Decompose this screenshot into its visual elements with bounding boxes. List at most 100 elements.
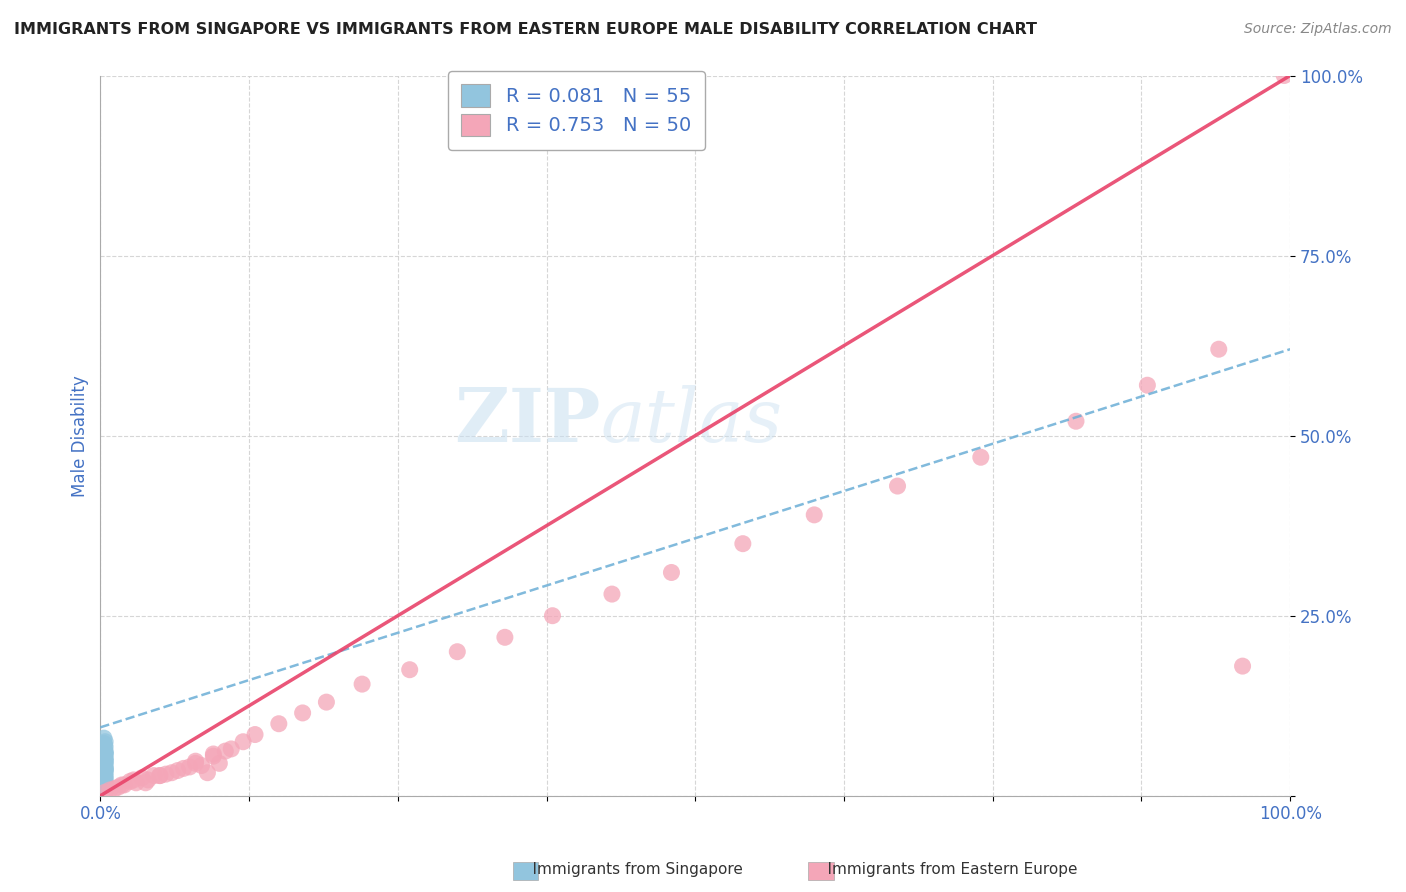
Point bbox=[93, 739, 115, 754]
Point bbox=[731, 537, 754, 551]
Point bbox=[107, 780, 129, 794]
Point bbox=[94, 754, 117, 768]
Point bbox=[125, 776, 148, 790]
Point bbox=[93, 749, 115, 764]
Point bbox=[93, 749, 115, 764]
Point bbox=[93, 778, 115, 792]
Point bbox=[104, 781, 127, 796]
Point bbox=[1136, 378, 1159, 392]
Point bbox=[173, 761, 195, 775]
Point bbox=[190, 758, 212, 772]
Point bbox=[93, 742, 115, 756]
Text: IMMIGRANTS FROM SINGAPORE VS IMMIGRANTS FROM EASTERN EUROPE MALE DISABILITY CORR: IMMIGRANTS FROM SINGAPORE VS IMMIGRANTS … bbox=[14, 22, 1038, 37]
Point bbox=[93, 742, 115, 756]
Point bbox=[93, 771, 115, 785]
Point bbox=[93, 768, 115, 782]
Legend: R = 0.081   N = 55, R = 0.753   N = 50: R = 0.081 N = 55, R = 0.753 N = 50 bbox=[447, 70, 704, 150]
Point bbox=[184, 756, 207, 771]
Point bbox=[94, 761, 117, 775]
Point bbox=[93, 764, 115, 778]
Point bbox=[93, 749, 115, 764]
Point bbox=[122, 772, 145, 787]
Point bbox=[93, 758, 115, 772]
Point bbox=[93, 753, 115, 767]
Point bbox=[120, 774, 142, 789]
Point bbox=[93, 731, 115, 746]
Point bbox=[886, 479, 908, 493]
Point bbox=[93, 754, 115, 768]
Point bbox=[600, 587, 623, 601]
Point bbox=[1272, 69, 1295, 83]
Point bbox=[93, 761, 115, 775]
Point bbox=[94, 758, 117, 772]
Text: atlas: atlas bbox=[600, 385, 782, 458]
Point bbox=[661, 566, 683, 580]
Point bbox=[94, 768, 117, 782]
Point bbox=[94, 772, 117, 787]
Point bbox=[94, 747, 117, 761]
Point bbox=[93, 749, 115, 764]
Point bbox=[93, 772, 115, 787]
Point bbox=[970, 450, 993, 465]
Point bbox=[315, 695, 337, 709]
Point bbox=[111, 778, 134, 792]
Point bbox=[98, 783, 121, 797]
Point bbox=[94, 763, 117, 777]
Point bbox=[1232, 659, 1254, 673]
Point bbox=[93, 756, 115, 771]
Point bbox=[166, 764, 188, 778]
Point bbox=[541, 608, 564, 623]
Point bbox=[232, 735, 254, 749]
Point bbox=[202, 747, 225, 761]
Point bbox=[1064, 414, 1087, 428]
Point bbox=[93, 764, 115, 778]
Point bbox=[93, 761, 115, 775]
Text: Source: ZipAtlas.com: Source: ZipAtlas.com bbox=[1244, 22, 1392, 37]
Point bbox=[94, 778, 117, 792]
Point bbox=[131, 771, 153, 785]
Point bbox=[142, 768, 165, 782]
Point bbox=[94, 746, 117, 760]
Point bbox=[197, 765, 219, 780]
Point bbox=[93, 768, 115, 782]
Point bbox=[94, 765, 117, 780]
Point bbox=[93, 772, 115, 787]
Point bbox=[149, 768, 172, 782]
Point bbox=[94, 754, 117, 768]
Point bbox=[160, 765, 183, 780]
Point bbox=[1208, 342, 1230, 356]
Point bbox=[93, 737, 115, 751]
Point bbox=[94, 785, 117, 799]
Point bbox=[93, 758, 115, 772]
Point bbox=[208, 756, 231, 771]
Point bbox=[94, 764, 117, 778]
Point bbox=[291, 706, 314, 720]
Point bbox=[93, 771, 115, 785]
Text: ZIP: ZIP bbox=[454, 384, 600, 458]
Point bbox=[94, 776, 117, 790]
Point bbox=[93, 737, 115, 751]
Text: Immigrants from Singapore: Immigrants from Singapore bbox=[513, 863, 742, 877]
Point bbox=[179, 760, 201, 774]
Point bbox=[136, 772, 159, 787]
Point bbox=[135, 776, 157, 790]
Y-axis label: Male Disability: Male Disability bbox=[72, 375, 89, 497]
Point bbox=[155, 767, 177, 781]
Point bbox=[803, 508, 825, 522]
Point bbox=[94, 739, 117, 754]
Point bbox=[94, 761, 117, 775]
Point bbox=[93, 765, 115, 780]
Point bbox=[202, 749, 225, 764]
Point bbox=[352, 677, 374, 691]
Point bbox=[214, 744, 236, 758]
Point bbox=[267, 716, 290, 731]
Point bbox=[93, 758, 115, 772]
Point bbox=[446, 645, 468, 659]
Point bbox=[94, 747, 117, 761]
Point bbox=[149, 768, 172, 782]
Point bbox=[494, 630, 516, 644]
Point bbox=[94, 735, 117, 749]
Point bbox=[93, 766, 115, 780]
Point bbox=[184, 754, 207, 768]
Point bbox=[94, 771, 117, 785]
